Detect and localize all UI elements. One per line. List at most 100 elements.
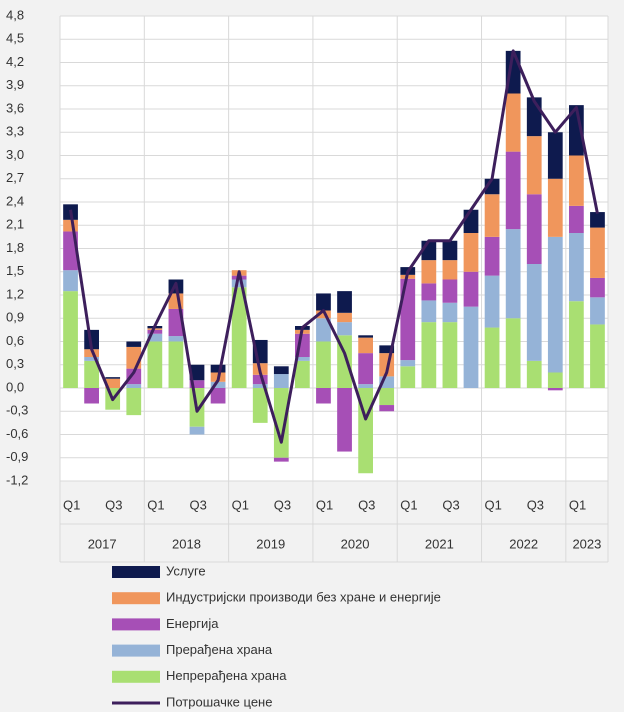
- bar-segment: [463, 306, 479, 388]
- y-tick-label: 0,3: [6, 356, 24, 371]
- bar-segment: [463, 233, 479, 272]
- bar-segment: [231, 279, 247, 288]
- bar-segment: [442, 240, 458, 261]
- bar-segment: [526, 264, 542, 361]
- y-tick-label: 2,4: [6, 193, 24, 208]
- bar-segment: [252, 384, 268, 388]
- y-tick-label: 3,6: [6, 100, 24, 115]
- legend-swatch: [112, 566, 160, 578]
- bar-segment: [210, 381, 226, 388]
- bar-segment: [126, 388, 142, 416]
- bar-segment: [252, 388, 268, 423]
- bar-segment: [252, 374, 268, 385]
- bar-segment: [505, 229, 521, 319]
- bar-segment: [147, 329, 163, 334]
- bar-segment: [358, 384, 373, 388]
- y-tick-label: 1,5: [6, 263, 24, 278]
- legend-label: Потрошачке цене: [166, 694, 272, 709]
- bar-segment: [295, 360, 310, 388]
- y-tick-label: 0,6: [6, 333, 24, 348]
- y-tick-label: 3,3: [6, 124, 24, 139]
- bar-segment: [590, 277, 605, 298]
- bar-segment: [273, 457, 289, 462]
- y-tick-label: 0,9: [6, 310, 24, 325]
- bar-segment: [273, 388, 289, 458]
- bar-segment: [484, 194, 500, 237]
- bar-segment: [590, 227, 605, 278]
- y-tick-label: -1,2: [6, 472, 28, 487]
- bar-segment: [189, 426, 205, 435]
- y-tick-label: 2,7: [6, 170, 24, 185]
- bar-segment: [505, 151, 521, 230]
- bar-segment: [421, 300, 437, 323]
- bar-segment: [316, 341, 331, 388]
- year-label: 2018: [172, 536, 201, 551]
- y-tick-label: 2,1: [6, 217, 24, 232]
- bar-segment: [505, 93, 521, 152]
- x-tick-label: Q3: [527, 497, 544, 512]
- bar-segment: [442, 322, 458, 388]
- bar-segment: [463, 209, 479, 233]
- x-tick-label: Q1: [232, 497, 249, 512]
- bar-segment: [189, 364, 205, 381]
- bar-segment: [569, 205, 584, 233]
- year-label: 2021: [425, 536, 454, 551]
- bar-segment: [442, 302, 458, 323]
- bar-segment: [569, 233, 584, 302]
- bar-segment: [84, 388, 99, 404]
- y-tick-label: 4,5: [6, 31, 24, 46]
- legend-label: Услуге: [166, 563, 206, 578]
- year-label: 2022: [509, 536, 538, 551]
- bar-segment: [590, 212, 605, 228]
- legend-label: Прерађена храна: [166, 642, 273, 657]
- bar-segment: [379, 388, 395, 406]
- bar-segment: [316, 318, 331, 342]
- bar-segment: [547, 236, 563, 373]
- bar-segment: [400, 360, 416, 367]
- y-tick-label: 4,8: [6, 7, 24, 22]
- bar-segment: [105, 377, 121, 379]
- bar-segment: [126, 368, 142, 385]
- legend-swatch: [112, 644, 160, 657]
- bar-segment: [421, 260, 437, 284]
- bar-segment: [569, 105, 584, 156]
- bar-segment: [168, 308, 184, 337]
- bar-segment: [273, 366, 289, 375]
- y-tick-label: 1,8: [6, 240, 24, 255]
- y-tick-label: 3,0: [6, 147, 24, 162]
- bar-segment: [526, 136, 542, 195]
- x-tick-label: Q3: [358, 497, 375, 512]
- bar-segment: [63, 219, 78, 232]
- bar-segment: [547, 178, 563, 237]
- bar-segment: [505, 318, 521, 388]
- bar-segment: [189, 380, 205, 388]
- year-label: 2020: [341, 536, 370, 551]
- bar-segment: [400, 278, 416, 361]
- y-tick-label: -0,3: [6, 403, 28, 418]
- legend-swatch: [112, 670, 160, 683]
- bar-segment: [484, 327, 500, 388]
- bar-segment: [337, 291, 352, 313]
- bar-segment: [316, 388, 331, 404]
- bar-segment: [569, 155, 584, 206]
- bar-segment: [168, 341, 184, 388]
- bar-segment: [337, 388, 352, 452]
- x-tick-label: Q3: [189, 497, 206, 512]
- bar-segment: [358, 335, 373, 338]
- bar-segment: [316, 310, 331, 319]
- bar-segment: [273, 374, 289, 388]
- bar-segment: [400, 366, 416, 388]
- legend-label: Енергија: [166, 616, 219, 631]
- y-tick-label: 4,2: [6, 54, 24, 69]
- bar-segment: [63, 291, 78, 388]
- bar-segment: [442, 260, 458, 280]
- x-tick-label: Q1: [569, 497, 586, 512]
- bar-segment: [126, 341, 142, 347]
- bar-segment: [147, 333, 163, 342]
- bar-segment: [569, 301, 584, 388]
- bar-segment: [168, 336, 184, 342]
- bar-segment: [442, 279, 458, 303]
- bar-segment: [316, 293, 331, 311]
- bar-segment: [463, 271, 479, 307]
